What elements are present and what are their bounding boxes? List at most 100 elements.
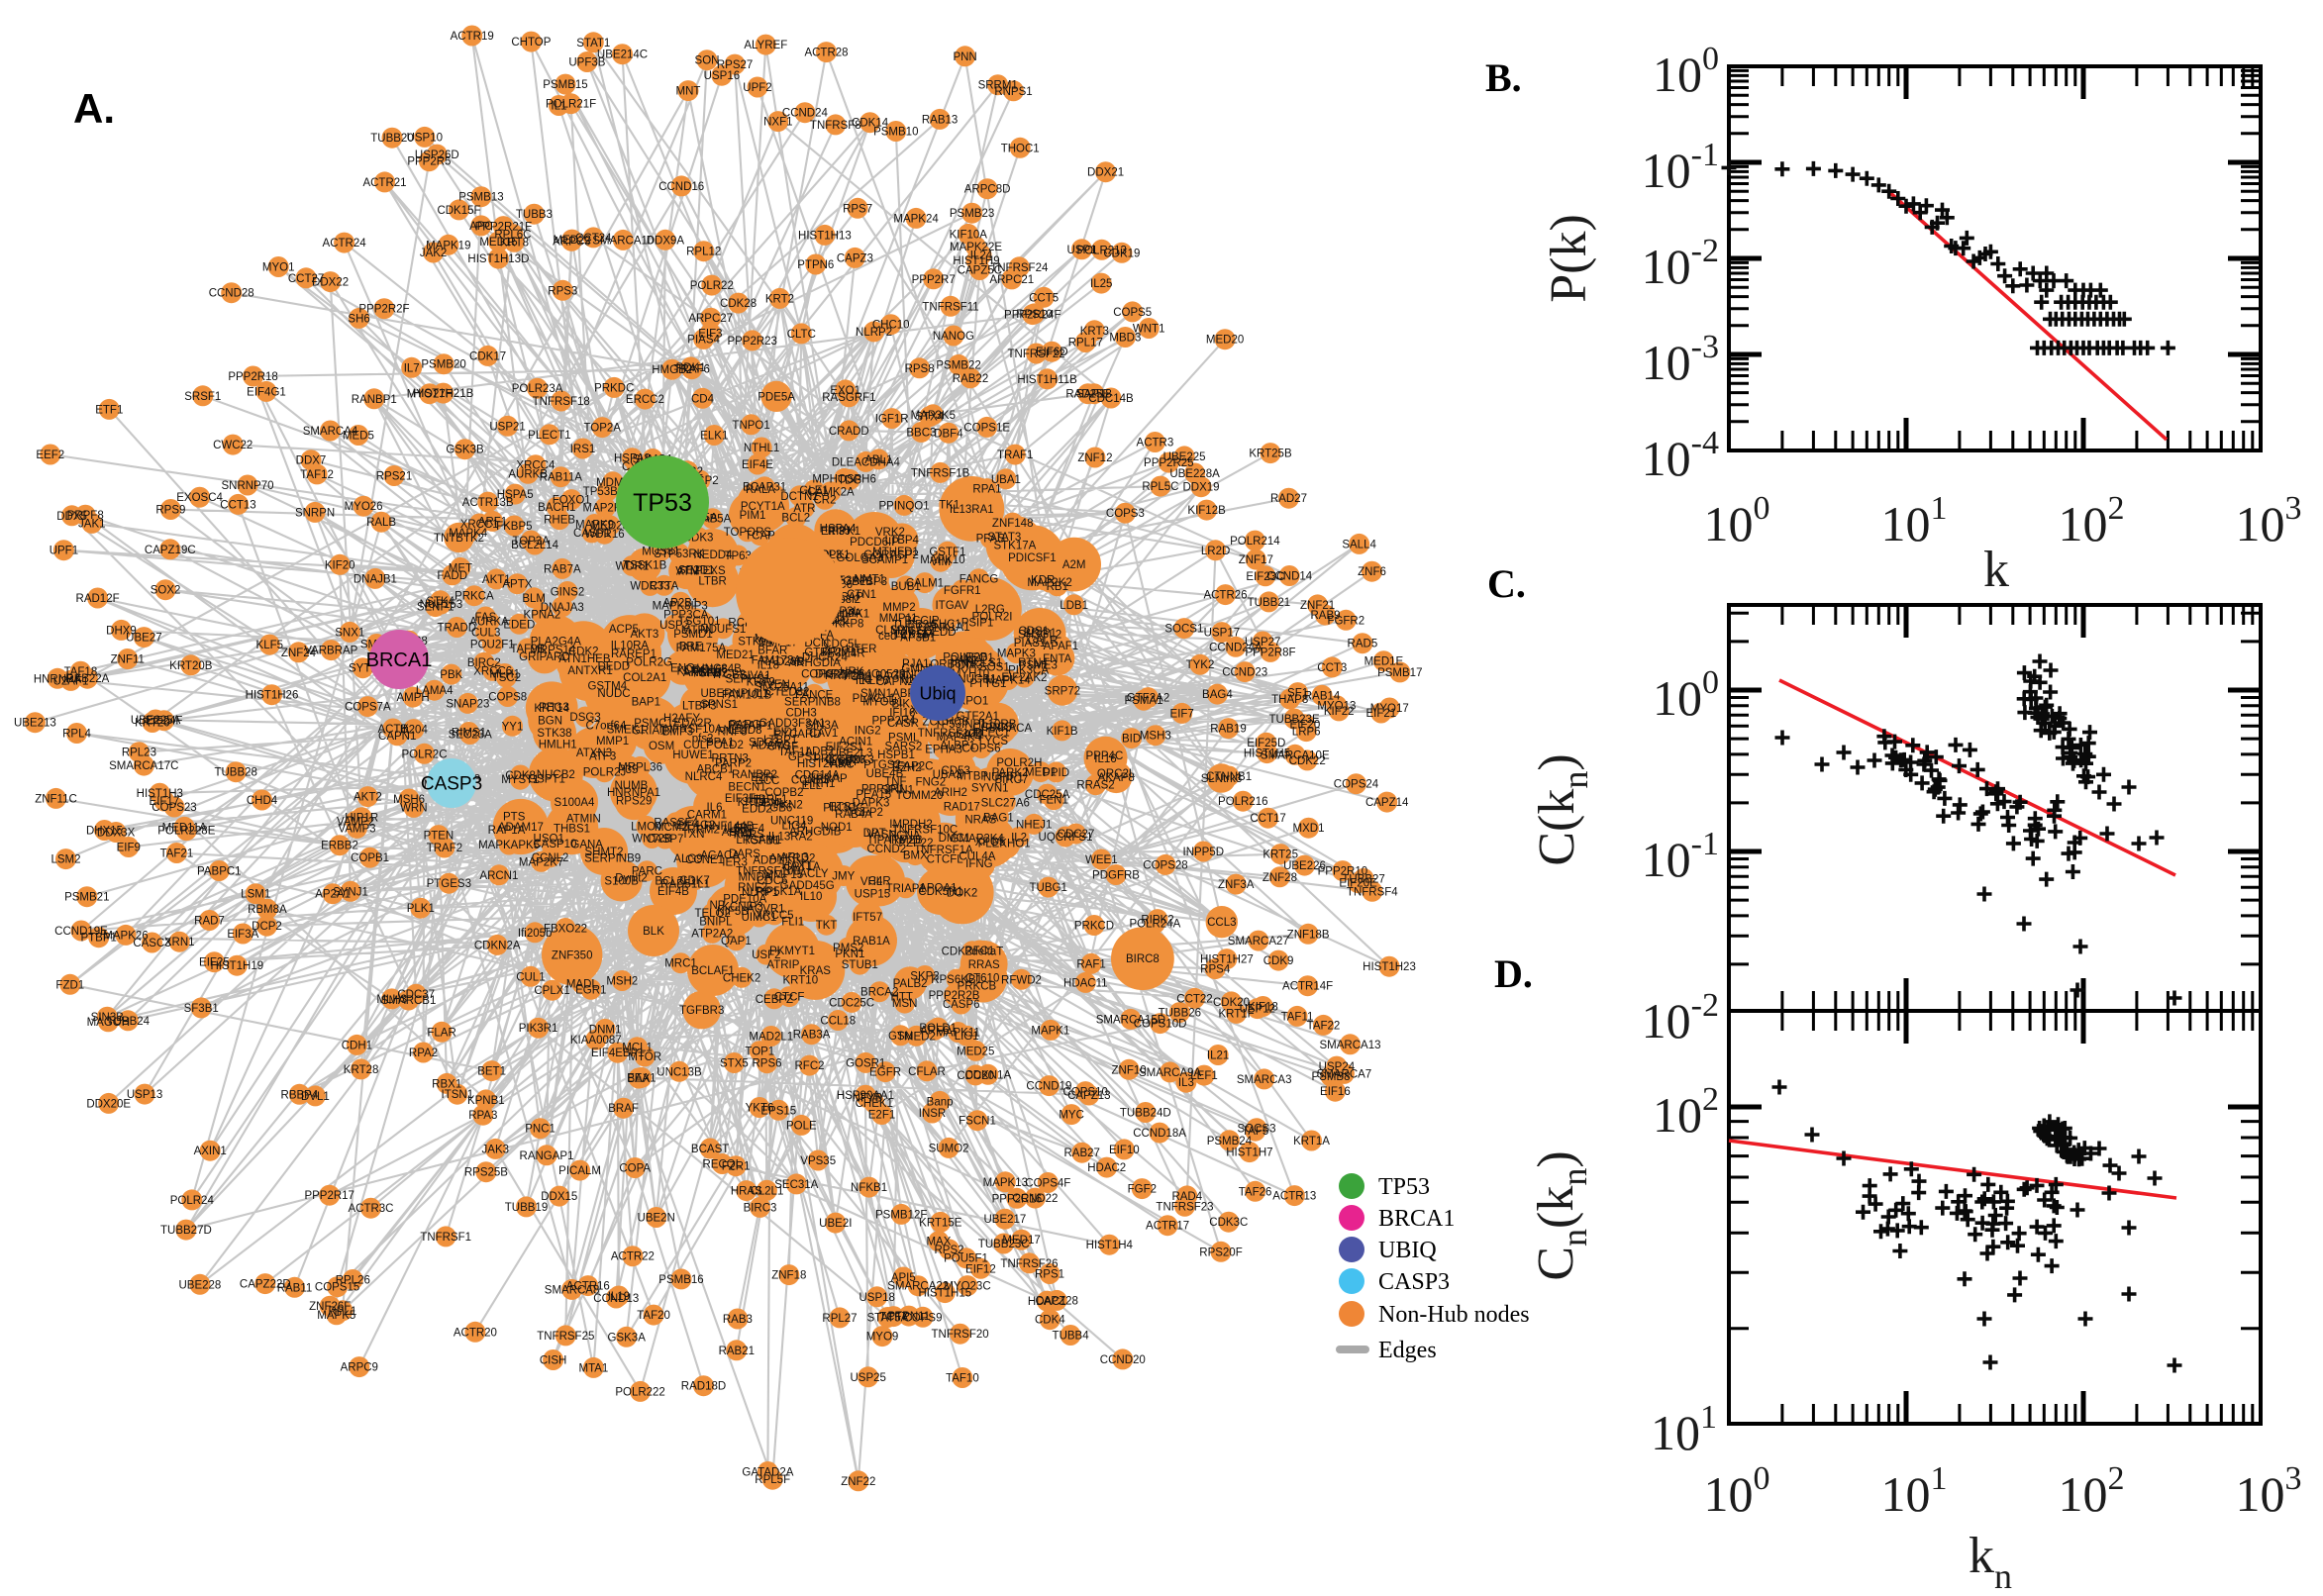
svg-text:CDC25C: CDC25C	[829, 997, 874, 1009]
svg-text:LTBP1: LTBP1	[763, 735, 797, 747]
svg-text:MXD1: MXD1	[1293, 823, 1325, 835]
svg-text:POLR213: POLR213	[1076, 245, 1127, 256]
svg-text:DEDD: DEDD	[598, 661, 631, 673]
svg-text:PICALM: PICALM	[558, 1165, 601, 1177]
svg-text:CCT22: CCT22	[1176, 993, 1212, 1005]
svg-text:COPS28: COPS28	[1143, 859, 1187, 871]
svg-text:HIST1H7: HIST1H7	[1226, 1147, 1272, 1159]
svg-text:IL2: IL2	[1011, 833, 1027, 845]
svg-text:ARCN1: ARCN1	[479, 870, 518, 882]
svg-text:GADD3F3A1: GADD3F3A1	[758, 718, 825, 730]
svg-text:TRAF1: TRAF1	[997, 449, 1033, 461]
svg-text:ZNF148: ZNF148	[992, 518, 1034, 530]
svg-text:SRSF1: SRSF1	[184, 391, 221, 403]
svg-text:MYO1: MYO1	[262, 262, 295, 274]
svg-text:ETF1: ETF1	[95, 404, 123, 416]
svg-text:CDK22: CDK22	[1289, 755, 1326, 767]
svg-text:ACTR28: ACTR28	[804, 48, 848, 59]
svg-text:SMARCA27: SMARCA27	[1228, 936, 1289, 948]
svg-text:EEF2: EEF2	[36, 449, 64, 461]
svg-text:MYO9: MYO9	[866, 1332, 899, 1344]
svg-text:PSMB21: PSMB21	[64, 892, 109, 904]
svg-text:HSPB1: HSPB1	[877, 749, 915, 761]
svg-text:MAPK19: MAPK19	[426, 240, 470, 251]
svg-text:MAPK9: MAPK9	[575, 520, 614, 532]
svg-text:LTBR: LTBR	[698, 576, 727, 588]
svg-text:GRIPARD: GRIPARD	[519, 651, 570, 663]
svg-text:YY1: YY1	[502, 721, 524, 733]
svg-text:EIF10: EIF10	[1109, 1145, 1140, 1156]
svg-text:DNM1: DNM1	[589, 1024, 622, 1036]
svg-text:USP24: USP24	[1319, 1061, 1356, 1073]
svg-text:MYO23C: MYO23C	[944, 1281, 990, 1293]
svg-text:PIK3CA: PIK3CA	[1008, 665, 1049, 677]
svg-text:HSPA4: HSPA4	[820, 524, 857, 536]
svg-text:CAPZ22D: CAPZ22D	[240, 1279, 291, 1291]
svg-text:KRT1A: KRT1A	[1293, 1136, 1330, 1147]
svg-text:CD4: CD4	[691, 393, 715, 405]
svg-text:CDH1: CDH1	[342, 1040, 372, 1051]
svg-text:CTN1: CTN1	[847, 589, 876, 601]
svg-text:ELK1: ELK1	[700, 431, 728, 443]
svg-text:JMY: JMY	[832, 871, 855, 883]
svg-text:PPP2R17: PPP2R17	[304, 1190, 354, 1202]
svg-text:RPS25B: RPS25B	[464, 1167, 508, 1179]
svg-text:PSMB22: PSMB22	[936, 359, 980, 371]
svg-text:RPS8: RPS8	[905, 363, 935, 375]
svg-text:JAK1: JAK1	[78, 518, 106, 530]
svg-text:COPS24: COPS24	[1334, 779, 1379, 791]
svg-text:CDKN2A: CDKN2A	[474, 940, 521, 951]
svg-text:CCT13: CCT13	[220, 499, 255, 511]
svg-text:KRT15E: KRT15E	[919, 1217, 962, 1229]
svg-text:IL13RA2: IL13RA2	[768, 831, 813, 843]
svg-text:EGFR: EGFR	[869, 1067, 901, 1079]
svg-text:PDGFRB: PDGFRB	[1092, 870, 1140, 882]
svg-text:CASP3: CASP3	[1378, 1269, 1450, 1295]
svg-text:CCNE1: CCNE1	[685, 854, 724, 866]
svg-text:UBE228A: UBE228A	[1169, 468, 1220, 480]
svg-text:TAF18: TAF18	[64, 666, 98, 678]
svg-text:SRP72: SRP72	[1045, 685, 1080, 697]
svg-text:IL16: IL16	[1094, 753, 1116, 765]
svg-text:PRKDC: PRKDC	[594, 382, 634, 394]
svg-text:CDC5L: CDC5L	[823, 639, 860, 650]
svg-text:MED25: MED25	[957, 1046, 994, 1057]
svg-text:BGN: BGN	[538, 716, 562, 728]
svg-text:POLR21F: POLR21F	[546, 99, 596, 111]
svg-text:RPL27: RPL27	[822, 1313, 857, 1325]
svg-text:COPS10: COPS10	[1063, 1087, 1108, 1099]
svg-text:RAB13: RAB13	[922, 114, 958, 126]
svg-text:ATRIP: ATRIP	[766, 959, 799, 971]
svg-text:POLR24A: POLR24A	[1130, 919, 1181, 931]
svg-text:WRN: WRN	[400, 802, 427, 814]
svg-text:MAPK8IP3: MAPK8IP3	[653, 601, 708, 613]
svg-text:TUBB19: TUBB19	[505, 1202, 548, 1214]
svg-text:RAD23B: RAD23B	[760, 656, 805, 668]
svg-text:ACTR21: ACTR21	[362, 177, 406, 189]
svg-text:TSSK1B: TSSK1B	[623, 560, 666, 572]
svg-text:RAD27: RAD27	[1270, 493, 1307, 505]
svg-text:PDE5A: PDE5A	[758, 391, 795, 403]
svg-text:TOP2A: TOP2A	[583, 423, 621, 435]
svg-text:PSMB16: PSMB16	[658, 1274, 703, 1286]
svg-text:UPF1: UPF1	[50, 546, 78, 557]
svg-text:BIRC8: BIRC8	[1126, 953, 1160, 965]
svg-text:MAPK4: MAPK4	[449, 528, 488, 540]
svg-text:C.: C.	[1487, 561, 1526, 606]
svg-text:RAB22: RAB22	[953, 373, 988, 385]
svg-text:CDC25A: CDC25A	[1025, 789, 1070, 801]
svg-text:KIF1B: KIF1B	[1047, 726, 1078, 738]
svg-text:USP13: USP13	[127, 1089, 162, 1101]
svg-text:RFC1: RFC1	[964, 946, 994, 957]
svg-text:TAF12: TAF12	[300, 469, 334, 481]
svg-text:UPF2: UPF2	[743, 82, 771, 94]
svg-text:PTPN6: PTPN6	[797, 259, 834, 271]
svg-text:BRCA1: BRCA1	[366, 649, 433, 671]
svg-text:CCND16: CCND16	[658, 181, 704, 193]
svg-text:SLC27A6: SLC27A6	[981, 798, 1030, 810]
svg-text:CCL3: CCL3	[1207, 917, 1236, 929]
svg-text:LDB1: LDB1	[1060, 600, 1088, 612]
svg-text:TNFRSF20: TNFRSF20	[932, 1329, 989, 1341]
svg-text:PTGES3: PTGES3	[427, 878, 471, 890]
svg-text:SF3B1: SF3B1	[184, 1003, 219, 1015]
